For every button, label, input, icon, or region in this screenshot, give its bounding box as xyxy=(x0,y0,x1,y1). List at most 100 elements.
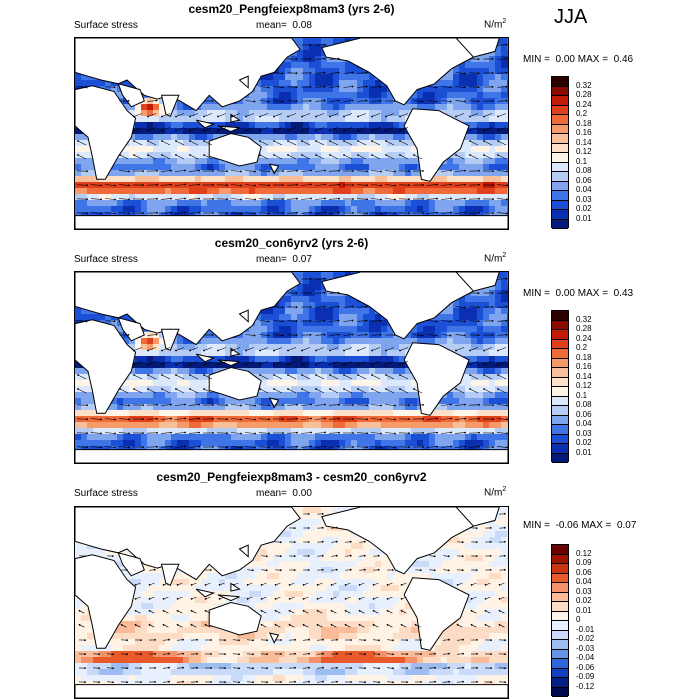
colorbar-swatch xyxy=(552,219,568,229)
mean-readout: mean= 0.00 xyxy=(256,488,312,499)
colorbar-swatch xyxy=(552,181,568,191)
colorbar-tick-label: 0.02 xyxy=(576,596,592,605)
colorbar-tick-label: 0.12 xyxy=(576,147,592,156)
colorbar-tick-label: 0.28 xyxy=(576,324,592,333)
colorbar-tick-label: -0.04 xyxy=(576,653,595,662)
colorbar xyxy=(551,544,569,697)
min-label: MIN = xyxy=(523,288,550,299)
map-canvas xyxy=(75,38,508,229)
colorbar-tick-label: 0.04 xyxy=(576,185,592,194)
units-text: N/m xyxy=(484,253,503,265)
map-canvas xyxy=(75,272,508,463)
surface-stress-map xyxy=(74,271,509,464)
colorbar-swatch xyxy=(552,105,568,115)
max-label: MAX = xyxy=(577,54,609,65)
variable-label: Surface stress xyxy=(74,20,138,31)
colorbar-tick-label: 0.06 xyxy=(576,567,592,577)
variable-label: Surface stress xyxy=(74,254,138,265)
mean-readout: mean= 0.07 xyxy=(256,254,312,265)
colorbar-tick-label: -0.06 xyxy=(576,662,595,672)
colorbar-swatch xyxy=(552,153,568,163)
colorbar-tick-label: 0.24 xyxy=(576,333,592,343)
colorbar-tick-label: -0.12 xyxy=(576,681,595,691)
colorbar-swatch xyxy=(552,687,568,697)
max-label: MAX = xyxy=(581,520,612,531)
colorbar-swatch xyxy=(552,358,568,368)
colorbar-swatch xyxy=(552,444,568,454)
variable-label: Surface stress xyxy=(74,488,138,499)
colorbar-swatch xyxy=(552,387,568,397)
mean-label: mean= xyxy=(256,254,287,265)
colorbar-swatch xyxy=(552,124,568,134)
colorbar-swatch xyxy=(552,396,568,406)
colorbar-tick-label: 0.18 xyxy=(576,352,592,362)
colorbar-tick-label: 0 xyxy=(576,615,581,624)
surface-stress-map xyxy=(74,506,509,699)
colorbar-swatch xyxy=(552,611,568,621)
colorbar-swatch xyxy=(552,415,568,425)
colorbar-tick-label: 0.03 xyxy=(576,194,592,204)
stress-vectors xyxy=(76,277,508,449)
units-superscript: 2 xyxy=(502,486,507,493)
colorbar xyxy=(551,310,569,463)
mean-value: 0.08 xyxy=(292,20,312,31)
colorbar-swatch xyxy=(552,96,568,106)
colorbar-swatch xyxy=(552,564,568,574)
stress-vectors xyxy=(76,43,508,215)
colorbar-tick-label: 0.06 xyxy=(576,175,592,185)
mean-value: 0.07 xyxy=(292,254,312,265)
colorbar-swatch xyxy=(552,330,568,340)
units-superscript: 2 xyxy=(502,18,507,25)
colorbar-tick-label: -0.01 xyxy=(576,624,595,634)
colorbar-tick-label: 0.14 xyxy=(576,137,592,147)
colorbar-swatch xyxy=(552,368,568,378)
stress-vectors xyxy=(78,512,506,684)
colorbar-swatch xyxy=(552,349,568,359)
colorbar-tick-label: 0.02 xyxy=(576,438,592,447)
colorbar-tick-label: 0.28 xyxy=(576,90,592,99)
min-label: MIN = xyxy=(523,520,550,531)
min-label: MIN = xyxy=(523,54,550,65)
max-label: MAX = xyxy=(577,288,609,299)
units-label: N/m2 xyxy=(484,486,506,498)
colorbar-swatch xyxy=(552,545,568,555)
colorbar-swatch xyxy=(552,134,568,144)
units-label: N/m2 xyxy=(484,252,506,264)
colorbar-tick-label: 0.32 xyxy=(576,80,592,90)
colorbar-tick-label: 0.14 xyxy=(576,371,592,381)
units-label: N/m2 xyxy=(484,18,506,30)
continents xyxy=(75,507,508,698)
colorbar-tick-label: 0.2 xyxy=(576,109,588,118)
colorbar xyxy=(551,76,569,229)
colorbar-tick-label: -0.02 xyxy=(576,634,595,643)
max-value: 0.46 xyxy=(613,54,634,65)
min-max-readout: MIN = 0.00 MAX = 0.43 xyxy=(523,288,633,299)
panel-title: cesm20_Pengfeiexp8mam3 (yrs 2-6) xyxy=(188,2,395,16)
colorbar-tick-label: 0.16 xyxy=(576,128,592,137)
colorbar-swatch xyxy=(552,678,568,688)
colorbar-tick-label: -0.09 xyxy=(576,672,595,681)
mean-label: mean= xyxy=(256,20,287,31)
colorbar-swatch xyxy=(552,630,568,640)
panel-title: cesm20_con6yrv2 (yrs 2-6) xyxy=(214,236,369,250)
colorbar-tick-label: 0.02 xyxy=(576,204,592,213)
colorbar-tick-label: 0.06 xyxy=(576,409,592,419)
colorbar-swatch xyxy=(552,115,568,125)
colorbar-tick-label: 0.16 xyxy=(576,362,592,371)
colorbar-tick-label: -0.03 xyxy=(576,643,595,653)
colorbar-swatch xyxy=(552,649,568,659)
mean-readout: mean= 0.08 xyxy=(256,20,312,31)
colorbar-swatch xyxy=(552,143,568,153)
colorbar-swatch xyxy=(552,210,568,220)
colorbar-swatch xyxy=(552,640,568,650)
colorbar-tick-label: 0.01 xyxy=(576,605,592,615)
colorbar-swatch xyxy=(552,434,568,444)
colorbar-tick-label: 0.12 xyxy=(576,548,592,558)
colorbar-tick-label: 0.09 xyxy=(576,558,592,567)
colorbar-swatch xyxy=(552,668,568,678)
colorbar-tick-label: 0.32 xyxy=(576,314,592,324)
max-value: 0.43 xyxy=(613,288,634,299)
colorbar-swatch xyxy=(552,191,568,201)
min-max-readout: MIN = -0.06 MAX = 0.07 xyxy=(523,520,636,531)
colorbar-tick-label: 0.01 xyxy=(576,447,592,457)
